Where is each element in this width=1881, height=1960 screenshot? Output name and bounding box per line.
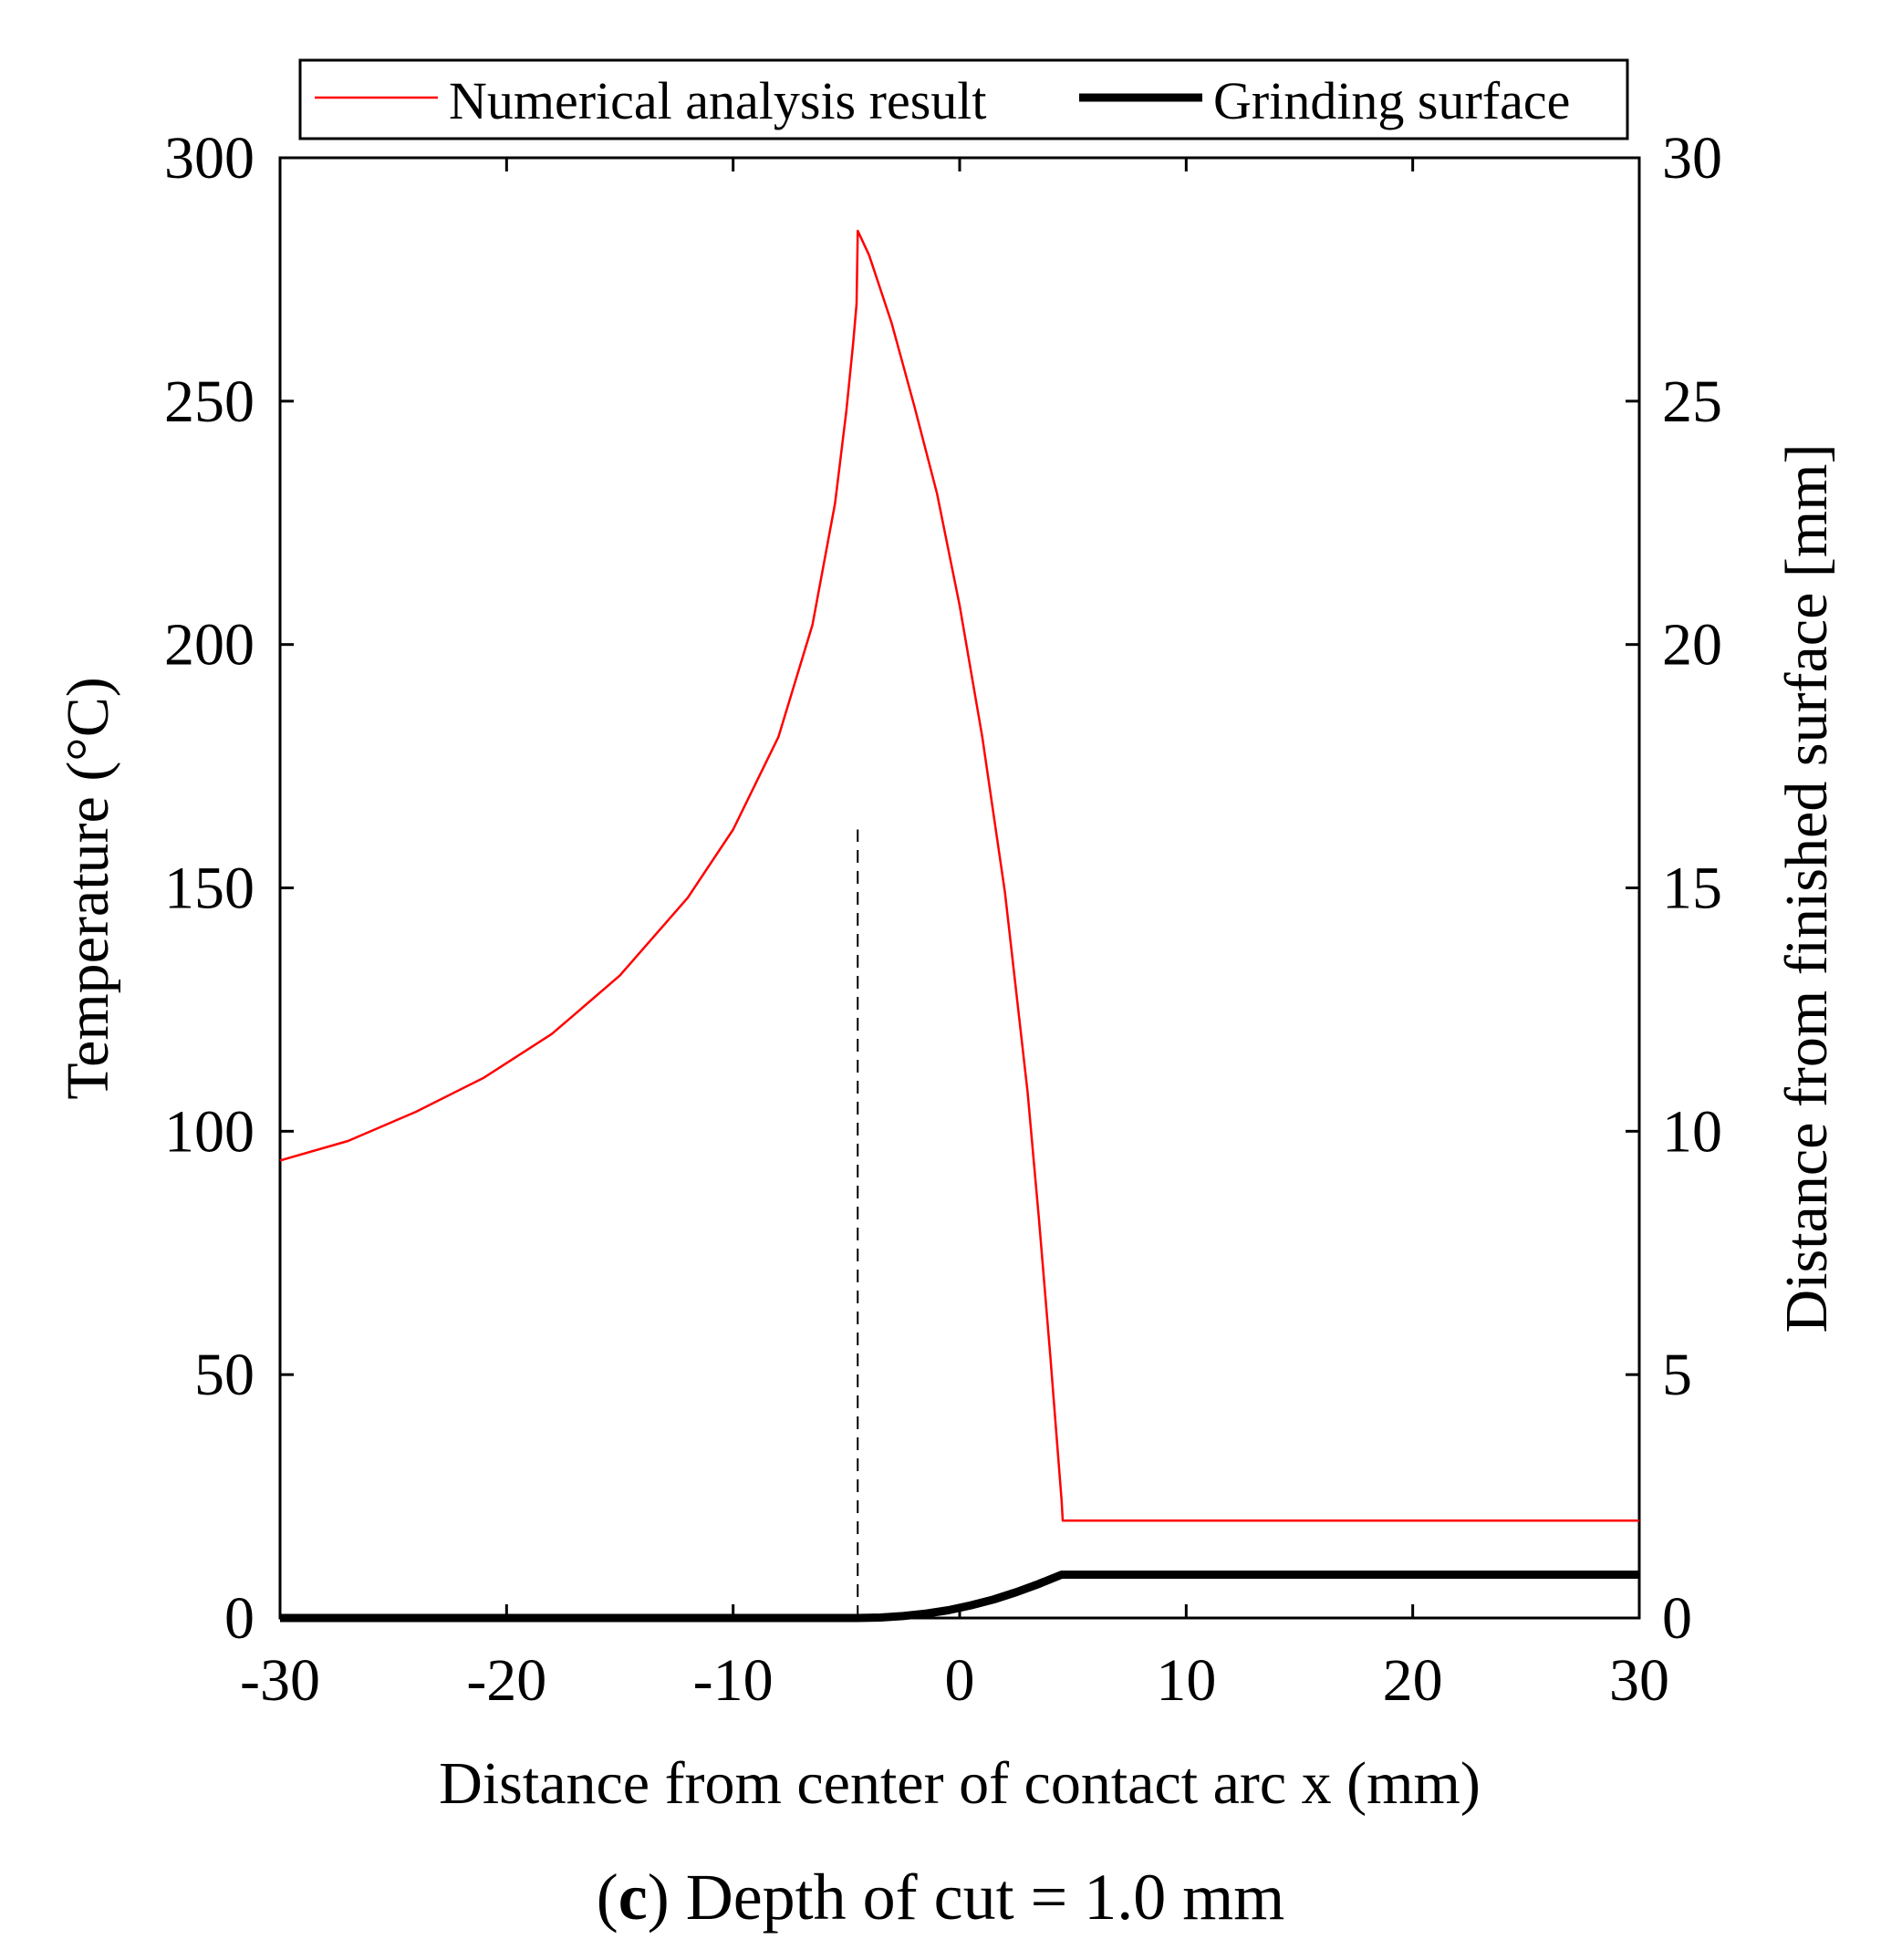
figure-caption: (c) Depth of cut = 1.0 mm bbox=[597, 1861, 1284, 1934]
legend: Numerical analysis result Grinding surfa… bbox=[298, 58, 1629, 140]
grinding-surface-line bbox=[280, 1571, 1639, 1623]
y-right-tick-label: 5 bbox=[1662, 1342, 1692, 1408]
x-tick-label: -20 bbox=[466, 1647, 546, 1714]
y-axis-left: 0 50 100 150 200 250 300 bbox=[164, 125, 294, 1652]
caption-letter: c bbox=[618, 1861, 648, 1934]
numerical-result-line bbox=[279, 229, 1639, 1522]
x-tick-label: -30 bbox=[240, 1647, 320, 1714]
x-axis-title: Distance from center of contact arc x (m… bbox=[439, 1750, 1481, 1817]
x-tick-label: 10 bbox=[1156, 1647, 1216, 1714]
caption-open-paren: ( bbox=[597, 1861, 618, 1934]
y-right-tick-label: 30 bbox=[1662, 125, 1722, 192]
y-axis-left-title: Temperature (°C) bbox=[55, 677, 121, 1099]
x-tick-label: 0 bbox=[945, 1647, 975, 1714]
x-axis: -30 -20 -10 0 10 20 30 bbox=[240, 158, 1669, 1714]
legend-label-numerical: Numerical analysis result bbox=[449, 71, 987, 130]
x-tick-label: 30 bbox=[1609, 1647, 1669, 1714]
y-right-tick-label: 25 bbox=[1662, 368, 1722, 435]
x-tick-label: 20 bbox=[1383, 1647, 1443, 1714]
y-left-tick-label: 250 bbox=[164, 368, 255, 435]
y-right-tick-label: 15 bbox=[1662, 856, 1722, 922]
caption-text: Depth of cut = 1.0 mm bbox=[670, 1861, 1285, 1934]
legend-label-grinding: Grinding surface bbox=[1213, 71, 1570, 130]
y-axis-right-title: Distance from finished surface [mm] bbox=[1773, 444, 1840, 1333]
plot-frame bbox=[278, 156, 1641, 1620]
plot-area bbox=[279, 229, 1639, 1623]
y-left-tick-label: 100 bbox=[164, 1098, 255, 1165]
y-left-tick-label: 150 bbox=[164, 856, 255, 922]
y-right-tick-label: 0 bbox=[1662, 1585, 1692, 1652]
x-tick-label: -10 bbox=[693, 1647, 774, 1714]
y-left-tick-label: 300 bbox=[164, 125, 255, 192]
y-left-tick-label: 200 bbox=[164, 612, 255, 679]
y-right-tick-label: 10 bbox=[1662, 1098, 1722, 1165]
y-axis-right: 0 5 10 15 20 25 30 bbox=[1626, 125, 1722, 1652]
y-left-tick-label: 0 bbox=[224, 1585, 255, 1652]
caption-close-paren: ) bbox=[648, 1861, 670, 1934]
y-right-tick-label: 20 bbox=[1662, 612, 1722, 679]
y-left-tick-label: 50 bbox=[194, 1342, 255, 1408]
legend-box bbox=[298, 58, 1629, 140]
